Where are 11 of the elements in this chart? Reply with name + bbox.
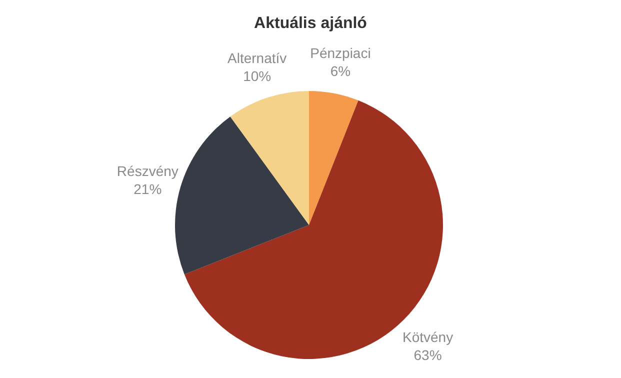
data-label: 6%: [330, 62, 351, 79]
data-label: 10%: [243, 68, 272, 84]
data-label: 63%: [414, 346, 442, 363]
pie-slice: [230, 91, 309, 225]
slice-label: Pénzpiaci: [310, 44, 371, 61]
slice-label: Alternatív: [228, 50, 287, 66]
slice-label: Részvény: [116, 163, 178, 180]
data-label: 21%: [134, 181, 162, 198]
slice-label: Kötvény: [402, 328, 454, 345]
pie-slice: [309, 91, 358, 225]
chart-title: Aktuális ajánló: [254, 15, 368, 32]
